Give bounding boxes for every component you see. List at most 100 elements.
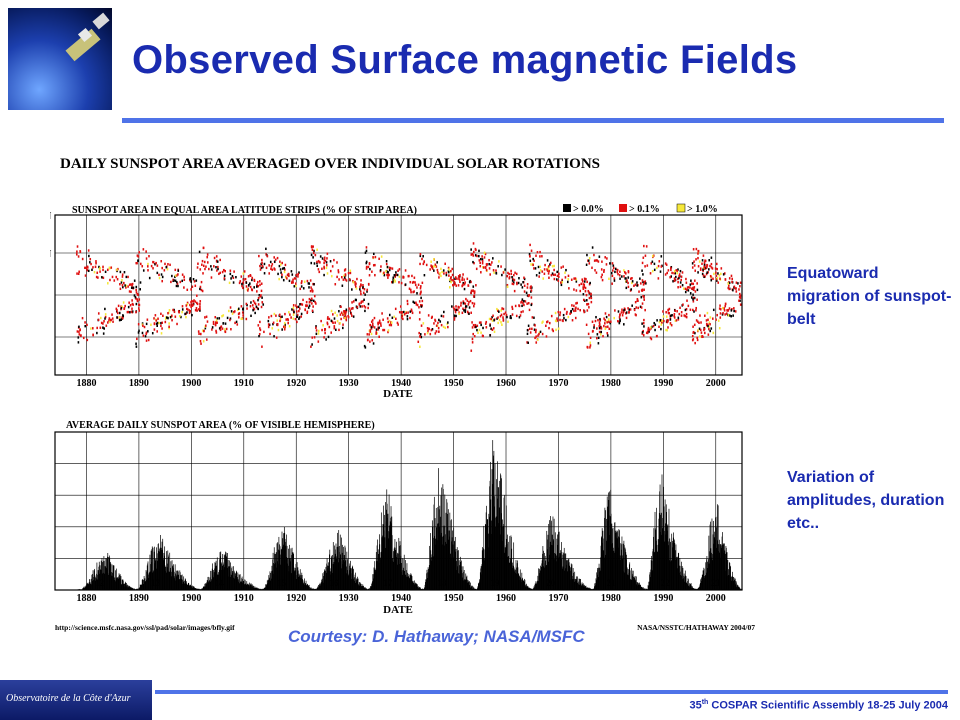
butterfly-cell [460, 301, 462, 305]
area-bar [438, 509, 440, 590]
butterfly-cell [317, 268, 320, 271]
butterfly-cell [475, 325, 477, 329]
area-bar [189, 585, 191, 590]
butterfly-cell [383, 328, 386, 332]
butterfly-cell [355, 287, 358, 290]
butterfly-cell [139, 281, 142, 284]
butterfly-cell [265, 247, 267, 251]
butterfly-cell [247, 283, 250, 287]
butterfly-cell [308, 304, 311, 307]
butterfly-cell [227, 309, 230, 313]
area-bar [568, 558, 570, 590]
butterfly-cell [216, 260, 219, 263]
butterfly-cell [625, 311, 628, 314]
butterfly-cell [261, 265, 264, 268]
butterfly-cell [96, 326, 98, 330]
butterfly-cell [199, 339, 202, 343]
butterfly-cell [462, 307, 464, 310]
butterfly-cell [624, 308, 626, 311]
butterfly-cell [511, 307, 514, 311]
area-bar [281, 548, 282, 590]
area-bar [121, 584, 122, 590]
area-bar [176, 574, 178, 590]
area-bar [553, 540, 554, 590]
butterfly-cell [704, 259, 706, 262]
butterfly-cell [608, 320, 610, 324]
butterfly-cell [677, 316, 680, 319]
butterfly-cell [520, 301, 522, 304]
butterfly-cell [388, 323, 391, 327]
butterfly-cell [292, 306, 295, 310]
butterfly-cell [599, 317, 601, 321]
area-bar [407, 576, 409, 590]
area-bar [635, 576, 637, 590]
area-bar [247, 584, 249, 590]
butterfly-cell [213, 256, 216, 260]
area-bar [472, 586, 473, 590]
butterfly-cell [310, 345, 312, 348]
butterfly-cell [348, 278, 351, 281]
butterfly-cell [483, 256, 486, 259]
butterfly-cell [113, 279, 116, 282]
area-bar [130, 586, 132, 590]
area-bar [309, 587, 310, 590]
butterfly-cell [137, 255, 140, 258]
area-bar [303, 583, 305, 590]
area-bar [444, 541, 446, 590]
butterfly-cell [665, 311, 667, 314]
area-bar [174, 564, 176, 590]
butterfly-cell [252, 307, 255, 310]
area-bar [629, 562, 631, 590]
area-bar [350, 560, 351, 590]
area-bar [546, 530, 548, 590]
area-bar [530, 588, 531, 590]
butterfly-cell [257, 284, 260, 288]
butterfly-cell [532, 263, 534, 267]
area-bar [143, 579, 145, 590]
area-bar [419, 587, 421, 590]
butterfly-cell [479, 261, 481, 265]
butterfly-cell [137, 323, 140, 326]
butterfly-wing-0 [75, 245, 142, 344]
area-bar [710, 552, 712, 590]
area-bar [724, 553, 726, 590]
area-bar [277, 542, 279, 590]
area-bar [449, 536, 450, 590]
butterfly-cell [675, 319, 678, 322]
butterfly-cell [546, 259, 549, 262]
butterfly-cell [210, 276, 213, 279]
butterfly-cell [560, 281, 562, 284]
area-bar [184, 578, 186, 590]
butterfly-cell [176, 322, 178, 326]
area-bar [642, 587, 644, 590]
area-bar [614, 522, 616, 590]
butterfly-cell [326, 322, 329, 326]
butterfly-cell [707, 324, 709, 328]
butterfly-cell [395, 317, 397, 321]
butterfly-cell [215, 329, 217, 333]
area-bar [155, 558, 156, 590]
area-bar [209, 577, 211, 590]
butterfly-cell [411, 274, 413, 278]
area-bar [559, 550, 561, 590]
butterfly-cell [730, 309, 733, 312]
area-bar [562, 566, 564, 590]
area-bar [348, 572, 350, 590]
butterfly-cell [443, 310, 445, 314]
butterfly-cell [492, 314, 494, 317]
butterfly-cell [500, 321, 502, 324]
butterfly-cell [735, 281, 738, 284]
butterfly-cell [281, 273, 283, 276]
area-bar [531, 588, 532, 590]
butterfly-cell [303, 280, 306, 283]
butterfly-cell [696, 338, 699, 342]
area-bar [329, 549, 331, 590]
area-bar [546, 549, 548, 590]
butterfly-cell [202, 246, 205, 250]
butterfly-cell [727, 282, 730, 285]
area-bar [308, 585, 309, 590]
area-bar [616, 532, 618, 590]
butterfly-cell [686, 299, 688, 302]
top-panel-x-ticks: 1880 1890 1900 1910 1920 1930 1940 1950 1960 1970… [76, 378, 725, 389]
area-bar [316, 588, 317, 590]
